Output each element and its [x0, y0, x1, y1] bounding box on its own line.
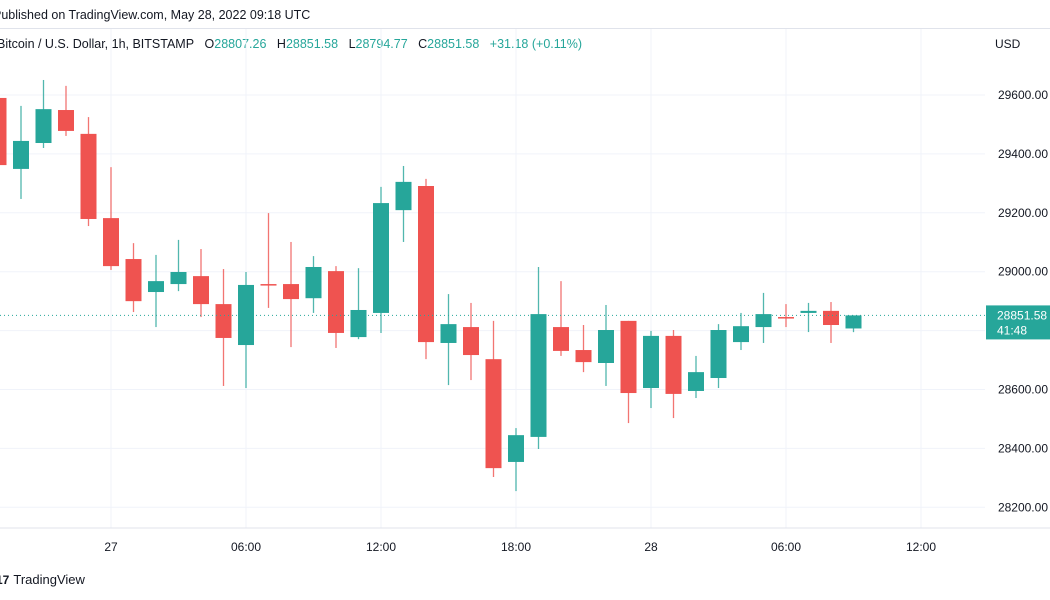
- candle-body-up: [350, 309, 367, 338]
- candle-body-up: [440, 324, 457, 343]
- y-tick-label: 28600.00: [998, 383, 1048, 397]
- y-tick-label: 28200.00: [998, 500, 1048, 514]
- currency-label: USD: [995, 37, 1021, 51]
- candle-body-down: [665, 335, 682, 394]
- last-price-badge: [986, 305, 1050, 340]
- y-tick-label: 29600.00: [998, 88, 1048, 102]
- candle-body-up: [305, 266, 322, 299]
- x-tick-label: 12:00: [906, 540, 936, 554]
- candle-body-down: [778, 317, 794, 319]
- candle-body-up: [35, 109, 52, 144]
- header-divider: [0, 28, 1050, 29]
- candle-body-down: [193, 276, 209, 305]
- candle-body-down: [215, 304, 232, 338]
- close-value: 28851.58: [427, 37, 480, 51]
- candle-body-down: [463, 327, 479, 356]
- candle-body-down: [328, 271, 344, 333]
- candle-body-down: [125, 259, 142, 302]
- y-tick-label: 29400.00: [998, 147, 1048, 161]
- candle-body-up: [148, 281, 164, 293]
- candle-body-up: [800, 310, 817, 313]
- high-label: H: [276, 37, 286, 51]
- candle-body-up: [845, 315, 862, 329]
- candle-body-up: [508, 435, 524, 462]
- last-price-label: 28851.58: [997, 308, 1047, 322]
- brand-label: TradingView: [13, 572, 85, 587]
- y-tick-label: 28400.00: [998, 441, 1048, 455]
- candle-body-up: [238, 284, 254, 346]
- close-label: C: [418, 37, 428, 51]
- candle-body-up: [373, 203, 389, 313]
- y-tick-label: 29000.00: [998, 265, 1048, 279]
- low-value: 28794.77: [355, 37, 408, 51]
- candle-body-up: [688, 372, 704, 391]
- tradingview-logo-icon: 17: [0, 572, 10, 587]
- candle-body-down: [0, 97, 7, 166]
- candle-body-down: [485, 359, 502, 469]
- candle-body-down: [553, 327, 569, 351]
- candle-body-down: [103, 218, 119, 267]
- candle-body-down: [620, 320, 637, 394]
- x-tick-label: 27: [104, 540, 118, 554]
- candle-body-down: [80, 133, 97, 219]
- tradingview-brand: 17 TradingView: [0, 572, 85, 587]
- x-tick-label: 28: [644, 540, 658, 554]
- candle-body-down: [823, 310, 839, 326]
- ohlc-legend: Bitcoin / U.S. Dollar, 1h, BITSTAMP O288…: [0, 37, 582, 51]
- x-tick-label: 12:00: [366, 540, 396, 554]
- candle-body-up: [395, 181, 412, 211]
- x-tick-label: 06:00: [771, 540, 801, 554]
- candle-body-down: [58, 110, 74, 131]
- bar-countdown-label: 41:48: [997, 323, 1027, 337]
- candle-body-up: [170, 271, 187, 285]
- candle-body-up: [710, 330, 727, 379]
- published-caption: Published on TradingView.com, May 28, 20…: [0, 8, 311, 22]
- candle-body-up: [13, 140, 29, 169]
- change-value: +31.18 (+0.11%): [489, 37, 582, 51]
- candle-body-down: [575, 350, 592, 363]
- candle-body-down: [283, 284, 299, 300]
- candle-body-down: [418, 186, 434, 343]
- candle-body-up: [733, 326, 749, 343]
- x-tick-label: 06:00: [231, 540, 261, 554]
- candle-body-down: [260, 284, 277, 286]
- open-value: 28807.26: [214, 37, 267, 51]
- candle-body-up: [643, 335, 659, 389]
- open-label: O: [204, 37, 215, 51]
- symbol-title: Bitcoin / U.S. Dollar, 1h, BITSTAMP: [0, 37, 195, 51]
- x-tick-label: 18:00: [501, 540, 531, 554]
- high-value: 28851.58: [285, 37, 339, 51]
- candle-body-up: [530, 314, 547, 437]
- y-tick-label: 29200.00: [998, 206, 1048, 220]
- candle-body-up: [598, 330, 614, 363]
- candle-body-up: [755, 314, 772, 328]
- low-label: L: [348, 37, 356, 51]
